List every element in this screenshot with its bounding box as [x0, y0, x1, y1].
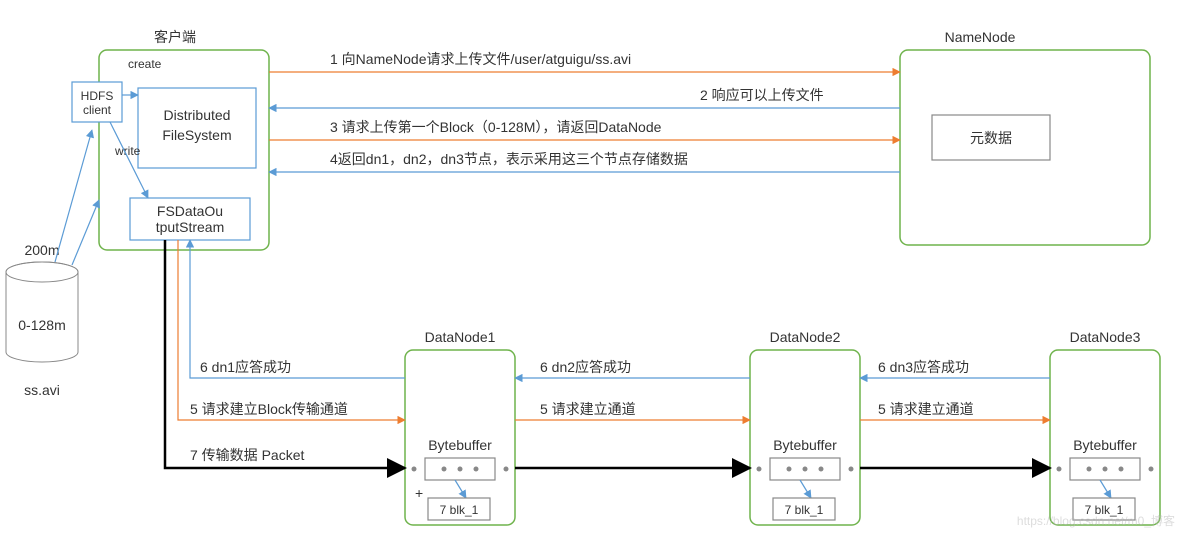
dn2-bytebuffer: Bytebuffer	[773, 437, 837, 453]
step5a-label: 5 请求建立Block传输通道	[190, 401, 348, 417]
fsdos-l2: tputStream	[156, 219, 224, 235]
dfs-l2: FileSystem	[162, 127, 231, 143]
step4-label: 4返回dn1，dn2，dn3节点，表示采用这三个节点存储数据	[330, 151, 688, 167]
disk-range: 0-128m	[18, 317, 65, 333]
disk-to-client-2	[72, 200, 99, 265]
client-title: 客户端	[154, 29, 196, 45]
hdfs-client-l2: client	[83, 103, 112, 117]
namenode-title: NameNode	[945, 29, 1016, 45]
step1-label: 1 向NameNode请求上传文件/user/atguigu/ss.avi	[330, 51, 631, 67]
dn1-title: DataNode1	[425, 329, 496, 345]
disk-to-client-1	[55, 130, 92, 262]
dn3-title: DataNode3	[1070, 329, 1141, 345]
dn1-bytebuffer: Bytebuffer	[428, 437, 492, 453]
dn2-blk: 7 blk_1	[785, 503, 824, 517]
step7-label: 7 传输数据 Packet	[190, 447, 304, 463]
disk-file: ss.avi	[24, 382, 60, 398]
arrow-step7	[165, 240, 405, 468]
arrow-step6a	[190, 240, 405, 378]
dn3-bytebuffer: Bytebuffer	[1073, 437, 1137, 453]
watermark: https://blog.csdn.net/m0_博客	[1017, 513, 1175, 528]
step6b-label: 6 dn2应答成功	[540, 359, 631, 375]
create-label: create	[128, 57, 162, 71]
disk-top-label: 200m	[24, 242, 59, 258]
dn2-title: DataNode2	[770, 329, 841, 345]
step6a-label: 6 dn1应答成功	[200, 359, 291, 375]
disk-cylinder	[6, 262, 78, 362]
dfs-l1: Distributed	[164, 107, 231, 123]
step5b-label: 5 请求建立通道	[540, 401, 636, 417]
hdfs-client-l1: HDFS	[81, 89, 114, 103]
step2-label: 2 响应可以上传文件	[700, 87, 824, 103]
arrow-step5a	[178, 240, 405, 420]
meta-label: 元数据	[970, 130, 1012, 146]
dn1-plus: +	[415, 485, 423, 501]
step6c-label: 6 dn3应答成功	[878, 359, 969, 375]
step3-label: 3 请求上传第一个Block（0-128M），请返回DataNode	[330, 119, 662, 135]
dn1-blk: 7 blk_1	[440, 503, 479, 517]
step5c-label: 5 请求建立通道	[878, 401, 974, 417]
fsdos-l1: FSDataOu	[157, 203, 223, 219]
